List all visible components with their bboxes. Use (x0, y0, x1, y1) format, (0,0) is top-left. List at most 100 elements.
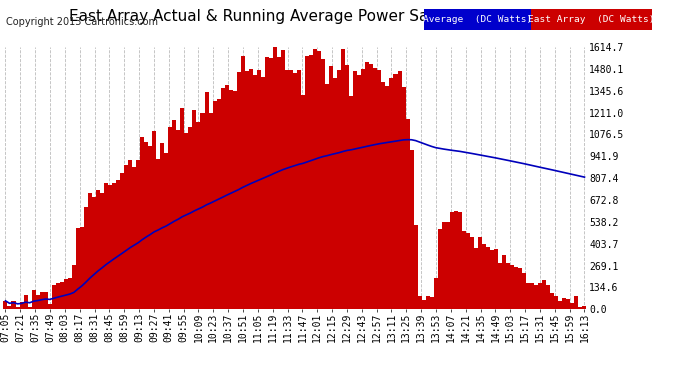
Bar (160, 143, 164, 309)
Bar (128, 160, 132, 309)
Bar (498, 262, 502, 309)
Bar (148, 146, 152, 309)
Bar (357, 75, 362, 309)
Bar (193, 110, 197, 309)
Bar (446, 222, 450, 309)
Bar (261, 77, 265, 309)
Bar (277, 57, 281, 309)
Text: East Array  (DC Watts): East Array (DC Watts) (529, 15, 655, 24)
Bar (116, 180, 120, 309)
Bar (462, 231, 466, 309)
Bar (458, 211, 462, 309)
Bar (28, 307, 32, 309)
Bar (48, 303, 52, 309)
Bar (478, 237, 482, 309)
Bar (269, 58, 273, 309)
Bar (297, 70, 301, 309)
Bar (184, 133, 188, 309)
Bar (526, 283, 530, 309)
Bar (365, 62, 369, 309)
Bar (164, 153, 168, 309)
Bar (373, 68, 377, 309)
Bar (474, 248, 478, 309)
Bar (136, 160, 140, 309)
Bar (426, 296, 430, 309)
Bar (482, 244, 486, 309)
Bar (301, 95, 305, 309)
Bar (76, 228, 80, 309)
Bar (575, 296, 578, 309)
Bar (422, 300, 426, 309)
Bar (551, 293, 554, 309)
Bar (217, 99, 221, 309)
Bar (52, 285, 56, 309)
Bar (486, 246, 490, 309)
Bar (100, 193, 104, 309)
Bar (522, 273, 526, 309)
Bar (329, 66, 333, 309)
Bar (15, 308, 19, 309)
Bar (417, 296, 422, 309)
Bar (490, 250, 494, 309)
Text: Average  (DC Watts): Average (DC Watts) (423, 15, 533, 24)
Bar (510, 265, 514, 309)
Bar (386, 86, 389, 309)
Bar (325, 84, 329, 309)
Bar (132, 168, 136, 309)
Bar (104, 183, 108, 309)
Bar (402, 87, 406, 309)
Bar (534, 285, 538, 309)
Bar (257, 70, 261, 309)
Bar (406, 118, 410, 309)
Bar (558, 301, 562, 309)
Bar (337, 70, 342, 309)
Bar (342, 49, 345, 309)
Bar (120, 173, 124, 309)
Bar (413, 225, 417, 309)
Bar (273, 47, 277, 309)
Bar (333, 78, 337, 309)
Bar (108, 185, 112, 309)
Bar (88, 193, 92, 309)
Bar (228, 90, 233, 309)
Bar (43, 292, 48, 309)
Bar (450, 212, 454, 309)
Bar (72, 265, 76, 309)
Bar (285, 70, 289, 309)
Bar (208, 113, 213, 309)
Bar (124, 165, 128, 309)
Text: East Array Actual & Running Average Power Sat Dec 7 16:25: East Array Actual & Running Average Powe… (68, 9, 532, 24)
Bar (188, 127, 193, 309)
Bar (265, 57, 269, 309)
Bar (305, 56, 309, 309)
Bar (430, 297, 434, 309)
Bar (470, 237, 474, 309)
Bar (369, 64, 373, 309)
Bar (377, 70, 382, 309)
Bar (382, 82, 386, 309)
Bar (204, 92, 208, 309)
Bar (349, 96, 353, 309)
Bar (241, 56, 245, 309)
Bar (68, 278, 72, 309)
Bar (502, 255, 506, 309)
Bar (410, 150, 413, 309)
Bar (317, 51, 321, 309)
Bar (80, 226, 84, 309)
Bar (221, 88, 225, 309)
Bar (245, 72, 248, 309)
Bar (566, 299, 571, 309)
Bar (237, 72, 241, 309)
Bar (389, 78, 393, 309)
Bar (542, 280, 546, 309)
Bar (19, 302, 23, 309)
Bar (253, 75, 257, 309)
Text: Copyright 2013 Cartronics.com: Copyright 2013 Cartronics.com (6, 17, 157, 27)
Bar (233, 91, 237, 309)
Bar (8, 306, 12, 309)
Bar (56, 283, 60, 309)
Bar (197, 122, 201, 309)
Bar (494, 249, 498, 309)
Bar (442, 222, 446, 309)
Bar (582, 306, 586, 309)
